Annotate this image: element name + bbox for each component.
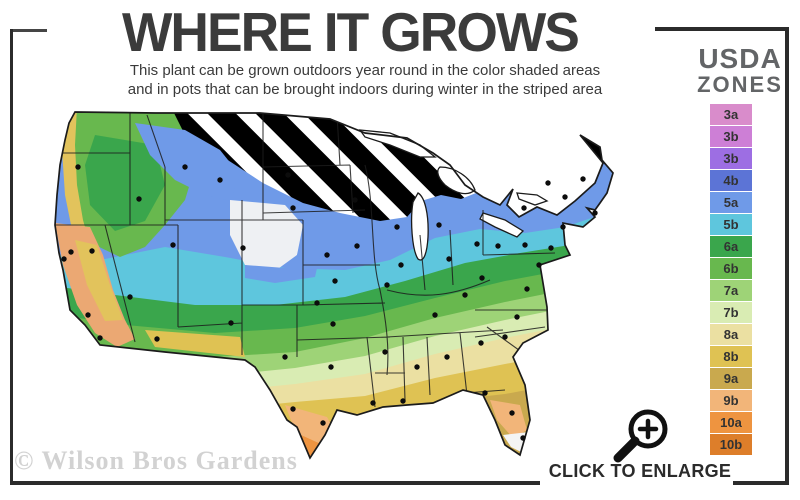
city-dot	[560, 224, 566, 230]
city-dot	[127, 294, 133, 300]
city-dot	[495, 243, 501, 249]
legend-heading-zones: ZONES	[697, 72, 783, 97]
city-dot	[400, 398, 406, 404]
city-dot	[592, 210, 598, 216]
zone-swatch-10a-14: 10a	[710, 412, 752, 433]
city-dot	[330, 321, 336, 327]
zone-swatch-7b-9: 7b	[710, 302, 752, 323]
zone-swatch-8b-11: 8b	[710, 346, 752, 367]
city-dot	[398, 262, 404, 268]
legend-heading-usda: USDA	[698, 43, 782, 74]
state-borders	[55, 113, 556, 408]
city-dot	[328, 364, 334, 370]
zone-bands	[55, 112, 613, 458]
city-dot	[462, 292, 468, 298]
city-dot	[520, 435, 526, 441]
zone-swatch-4b-3: 4b	[710, 170, 752, 191]
city-dot	[482, 390, 488, 396]
zone-swatch-8a-10: 8a	[710, 324, 752, 345]
city-dot	[228, 320, 234, 326]
city-dot	[384, 282, 390, 288]
city-dot	[370, 400, 376, 406]
frame-bottom-left-segment	[10, 481, 540, 485]
city-dot	[562, 194, 568, 200]
city-dot	[75, 164, 81, 170]
city-dot	[290, 406, 296, 412]
city-dot	[514, 314, 520, 320]
magnifier-plus-icon[interactable]	[602, 398, 682, 475]
zone-swatch-3b-1: 3b	[710, 126, 752, 147]
city-dot	[474, 241, 480, 247]
city-dot	[285, 172, 291, 178]
city-dot	[68, 249, 74, 255]
city-dot	[444, 354, 450, 360]
city-dot	[97, 335, 103, 341]
page-title: WHERE IT GROWS	[122, 1, 580, 63]
city-dot	[394, 224, 400, 230]
city-dot	[446, 256, 452, 262]
city-dot	[324, 252, 330, 258]
zone-swatch-6a-6: 6a	[710, 236, 752, 257]
city-dot	[314, 300, 320, 306]
city-dot	[478, 340, 484, 346]
city-dot	[509, 410, 515, 416]
usda-zones-legend: 3a 3b 3b 4b 5a 5b 6a 6b 7a 7b 8a 8b 9a 9b 10a 10b	[710, 104, 752, 456]
city-dot	[545, 180, 551, 186]
frame-top-left-segment	[10, 29, 47, 32]
city-dot	[217, 177, 223, 183]
city-dot	[479, 275, 485, 281]
city-dot	[432, 312, 438, 318]
frame-right-border	[785, 29, 789, 485]
subtitle-line-1: This plant can be grown outdoors year ro…	[129, 62, 601, 79]
city-dots	[61, 164, 598, 441]
click-to-enlarge-button[interactable]: CLICK TO ENLARGE	[548, 461, 732, 481]
zone-swatch-9b-13: 9b	[710, 390, 752, 411]
frame-bottom-right-segment	[733, 481, 789, 485]
city-dot	[89, 248, 95, 254]
city-dot	[521, 205, 527, 211]
zone-swatch-5a-4: 5a	[710, 192, 752, 213]
great-lakes	[358, 129, 549, 261]
city-dot	[170, 242, 176, 248]
city-dot	[354, 243, 360, 249]
zone-swatch-6b-7: 6b	[710, 258, 752, 279]
usda-zone-map[interactable]	[33, 102, 657, 468]
city-dot	[85, 312, 91, 318]
city-dot	[536, 262, 542, 268]
frame-left-border	[10, 29, 13, 485]
city-dot	[414, 364, 420, 370]
city-dot	[548, 245, 554, 251]
city-dot	[352, 197, 358, 203]
zone-swatch-5b-5: 5b	[710, 214, 752, 235]
zone-swatch-3a-0: 3a	[710, 104, 752, 125]
city-dot	[282, 354, 288, 360]
zone-swatch-9a-12: 9a	[710, 368, 752, 389]
city-dot	[182, 164, 188, 170]
frame-top-right-segment	[655, 27, 789, 31]
city-dot	[332, 278, 338, 284]
city-dot	[61, 256, 67, 262]
city-dot	[382, 349, 388, 355]
subtitle-line-2: and in pots that can be brought indoors …	[127, 81, 603, 98]
watermark: © Wilson Bros Gardens	[14, 446, 298, 475]
city-dot	[240, 245, 246, 251]
city-dot	[524, 286, 530, 292]
zone-swatch-3b-2: 3b	[710, 148, 752, 169]
city-dot	[580, 176, 586, 182]
city-dot	[436, 222, 442, 228]
city-dot	[154, 336, 160, 342]
city-dot	[136, 196, 142, 202]
city-dot	[522, 242, 528, 248]
city-dot	[502, 334, 508, 340]
city-dot	[290, 205, 296, 211]
zone-swatch-7a-8: 7a	[710, 280, 752, 301]
zone-swatch-10b-15: 10b	[710, 434, 752, 455]
city-dot	[320, 420, 326, 426]
